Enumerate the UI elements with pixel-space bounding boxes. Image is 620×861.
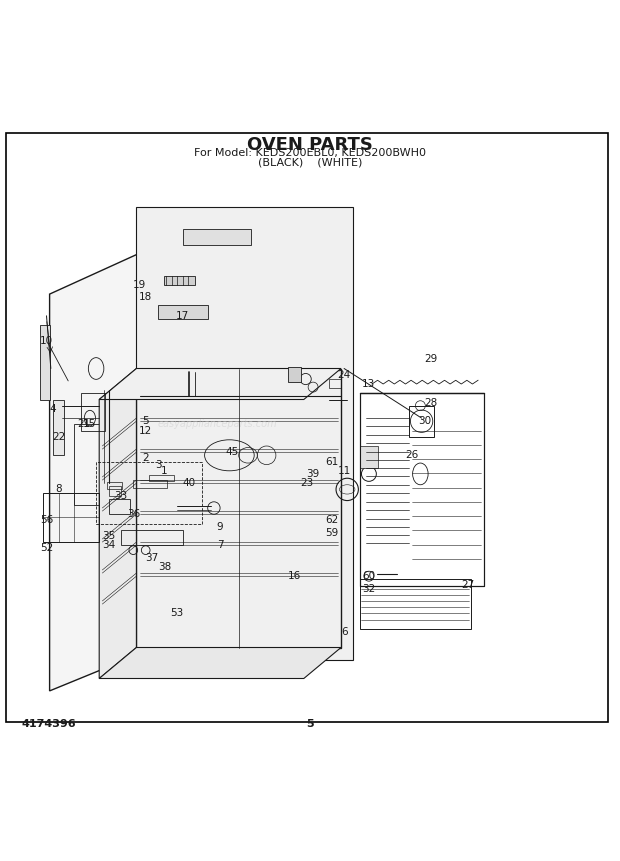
Bar — [121, 530, 183, 545]
Text: 24: 24 — [337, 369, 351, 380]
Text: 39: 39 — [306, 469, 320, 479]
Text: For Model: KEDS200EBL0, KEDS200BWH0: For Model: KEDS200EBL0, KEDS200BWH0 — [194, 148, 426, 158]
Text: 28: 28 — [424, 398, 438, 407]
Polygon shape — [50, 232, 186, 691]
Text: (BLACK)    (WHITE): (BLACK) (WHITE) — [258, 158, 362, 168]
Text: 22: 22 — [52, 431, 66, 442]
Bar — [288, 367, 301, 382]
Text: 52: 52 — [40, 543, 53, 554]
Text: 4174396: 4174396 — [22, 719, 76, 729]
Text: 19: 19 — [133, 280, 146, 290]
Bar — [40, 325, 50, 400]
Text: 26: 26 — [405, 450, 419, 461]
Bar — [108, 486, 121, 496]
Text: 61: 61 — [325, 456, 339, 467]
Text: 16: 16 — [288, 571, 301, 581]
Bar — [164, 276, 195, 285]
Text: 10: 10 — [40, 336, 53, 345]
Polygon shape — [99, 647, 341, 678]
Text: 53: 53 — [170, 609, 184, 618]
Text: 30: 30 — [418, 416, 432, 426]
Text: 2: 2 — [143, 454, 149, 463]
Text: 27: 27 — [461, 580, 475, 591]
Text: 56: 56 — [40, 516, 53, 525]
Text: 35: 35 — [102, 531, 115, 541]
Bar — [74, 424, 136, 505]
Text: 5: 5 — [306, 719, 314, 729]
Text: 1: 1 — [161, 466, 167, 476]
Text: 37: 37 — [145, 553, 159, 562]
Text: 34: 34 — [102, 540, 115, 550]
Bar — [183, 229, 251, 245]
Text: 6: 6 — [341, 627, 347, 637]
Text: 33: 33 — [114, 491, 128, 500]
Text: 3: 3 — [155, 460, 161, 469]
Text: 21: 21 — [77, 419, 91, 430]
Bar — [149, 475, 174, 481]
Text: 13: 13 — [362, 379, 376, 389]
Text: easyapplianceparts.com: easyapplianceparts.com — [157, 419, 277, 430]
Bar — [329, 379, 341, 388]
Bar — [108, 499, 130, 514]
Bar — [53, 400, 64, 455]
Text: 7: 7 — [217, 540, 223, 550]
Text: 12: 12 — [139, 425, 153, 436]
Text: 32: 32 — [362, 584, 376, 593]
Bar — [133, 480, 167, 487]
Text: 8: 8 — [56, 485, 62, 494]
Text: 9: 9 — [217, 522, 223, 531]
Text: 29: 29 — [424, 354, 438, 364]
Text: 40: 40 — [182, 478, 196, 488]
Text: 60: 60 — [362, 571, 376, 581]
Polygon shape — [99, 369, 136, 678]
Text: OVEN PARTS: OVEN PARTS — [247, 136, 373, 154]
Text: 23: 23 — [300, 478, 314, 488]
Text: 17: 17 — [176, 311, 190, 321]
Bar — [107, 482, 122, 489]
Text: 5: 5 — [143, 416, 149, 426]
Text: 18: 18 — [139, 292, 153, 302]
Text: 36: 36 — [126, 509, 140, 519]
Bar — [81, 393, 105, 430]
Text: 11: 11 — [337, 466, 351, 476]
Text: 59: 59 — [325, 528, 339, 538]
Text: 62: 62 — [325, 516, 339, 525]
Polygon shape — [136, 208, 353, 660]
Text: 4: 4 — [50, 404, 56, 414]
Bar — [360, 446, 378, 468]
Text: 15: 15 — [83, 419, 97, 430]
Text: 38: 38 — [157, 562, 171, 572]
Polygon shape — [99, 369, 341, 400]
Text: 45: 45 — [226, 447, 239, 457]
Bar — [96, 461, 202, 523]
Bar — [158, 306, 208, 319]
Bar — [409, 406, 434, 437]
